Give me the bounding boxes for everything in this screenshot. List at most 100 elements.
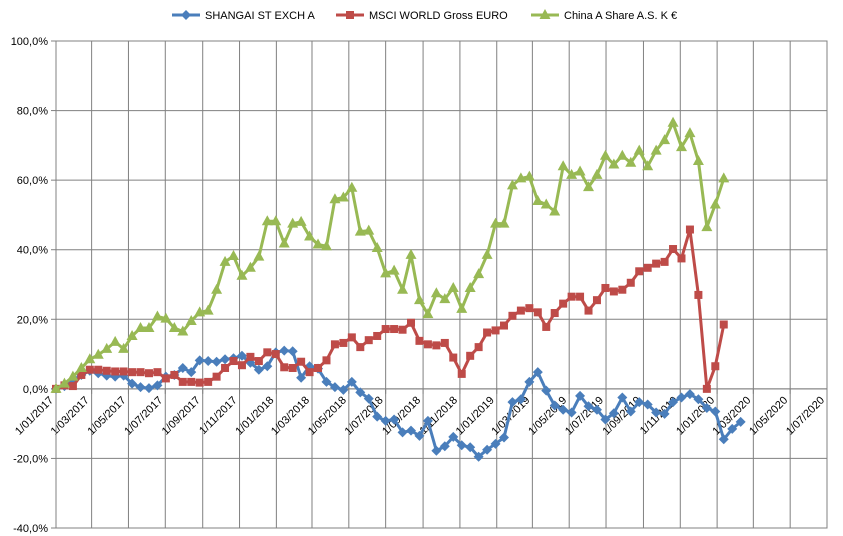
data-point-triangle — [101, 342, 113, 353]
data-point-square — [237, 361, 246, 370]
data-point-triangle — [295, 215, 307, 226]
data-point-triangle — [337, 191, 349, 202]
data-point-triangle — [650, 144, 662, 155]
data-point-square — [677, 254, 686, 263]
data-point-triangle — [675, 141, 687, 152]
data-point-diamond — [177, 362, 188, 373]
data-point-triangle — [135, 321, 147, 332]
data-point-square — [102, 366, 111, 375]
data-point-diamond — [498, 432, 509, 443]
data-point-square — [550, 309, 559, 318]
data-point-diamond — [456, 440, 467, 451]
data-point-square — [466, 351, 475, 360]
legend-label: MSCI WORLD Gross EURO — [369, 10, 508, 22]
data-point-triangle — [236, 269, 248, 280]
data-point-diamond — [482, 444, 493, 455]
data-point-square — [702, 384, 711, 393]
data-point-square — [85, 365, 94, 374]
data-point-triangle — [430, 287, 442, 298]
data-point-square — [77, 370, 86, 379]
data-point-square — [719, 320, 728, 329]
data-point-triangle — [329, 193, 341, 204]
data-point-diamond — [617, 392, 628, 403]
data-point-square — [280, 363, 289, 372]
data-point-square — [246, 352, 255, 361]
data-point-diamond — [473, 451, 484, 462]
data-point-square — [601, 283, 610, 292]
data-point-diamond — [389, 414, 400, 425]
data-point-triangle — [574, 165, 586, 176]
data-point-diamond — [422, 415, 433, 426]
data-point-square — [584, 306, 593, 315]
data-point-square — [364, 336, 373, 345]
data-point-diamond — [203, 356, 214, 367]
data-point-triangle — [278, 237, 290, 248]
data-point-square — [314, 363, 323, 372]
data-point-square — [407, 318, 416, 327]
data-point-triangle — [642, 160, 654, 171]
data-point-triangle — [566, 168, 578, 179]
data-point-triangle — [616, 149, 628, 160]
y-tick-label: 80,0% — [17, 106, 48, 118]
data-point-triangle — [151, 310, 163, 321]
data-point-square — [144, 369, 153, 378]
data-point-triangle — [405, 248, 417, 259]
data-point-triangle — [143, 321, 155, 332]
y-tick-label: 0,0% — [23, 384, 48, 396]
data-point-triangle — [456, 302, 468, 313]
y-tick-label: 100,0% — [11, 36, 49, 48]
data-point-triangle — [253, 250, 265, 261]
data-point-square — [381, 325, 390, 334]
data-point-square — [212, 372, 221, 381]
data-point-diamond — [524, 376, 535, 387]
data-point-triangle — [599, 149, 611, 160]
data-point-triangle — [667, 116, 679, 127]
data-point-diamond — [541, 385, 552, 396]
data-point-diamond — [406, 425, 417, 436]
data-point-square — [432, 341, 441, 350]
data-point-square — [178, 377, 187, 386]
legend-label: SHANGAI ST EXCH A — [205, 10, 315, 22]
data-point-diamond — [676, 392, 687, 403]
data-point-diamond — [735, 416, 746, 427]
data-point-diamond — [566, 407, 577, 418]
data-point-triangle — [346, 181, 358, 192]
data-point-triangle — [363, 224, 375, 235]
data-point-diamond — [363, 393, 374, 404]
data-point-square — [525, 304, 534, 313]
data-point-triangle — [464, 281, 476, 292]
data-point-triangle — [244, 261, 256, 272]
data-point-square — [559, 299, 568, 308]
data-point-diamond — [659, 408, 670, 419]
data-point-triangle — [194, 306, 206, 317]
data-point-triangle — [397, 283, 409, 294]
data-point-triangle — [177, 325, 189, 336]
data-point-diamond — [181, 10, 191, 20]
legend: SHANGAI ST EXCH A MSCI WORLD Gross EURO Ch… — [172, 9, 677, 22]
data-point-square — [567, 292, 576, 301]
data-point-diamond — [439, 441, 450, 452]
data-point-square — [516, 306, 525, 315]
data-point-square — [491, 326, 500, 335]
y-tick-label: 20,0% — [17, 314, 48, 326]
data-point-diamond — [279, 345, 290, 356]
data-point-triangle — [50, 382, 62, 393]
data-point-square — [508, 311, 517, 320]
legend-item: China A Share A.S. K € — [531, 9, 677, 22]
data-point-triangle — [498, 217, 510, 228]
data-point-triangle — [447, 281, 459, 292]
data-point-diamond — [211, 356, 222, 367]
data-point-triangle — [701, 221, 713, 232]
data-point-diamond — [287, 346, 298, 357]
data-point-diamond — [397, 427, 408, 438]
data-point-diamond — [448, 431, 459, 442]
data-point-square — [221, 363, 230, 372]
legend-item: MSCI WORLD Gross EURO — [336, 10, 508, 22]
data-point-square — [68, 382, 77, 391]
data-point-triangle — [202, 304, 214, 315]
data-point-triangle — [625, 156, 637, 167]
gridlines — [55, 40, 828, 529]
data-point-diamond — [236, 350, 247, 361]
y-tick-label: 60,0% — [17, 175, 48, 187]
